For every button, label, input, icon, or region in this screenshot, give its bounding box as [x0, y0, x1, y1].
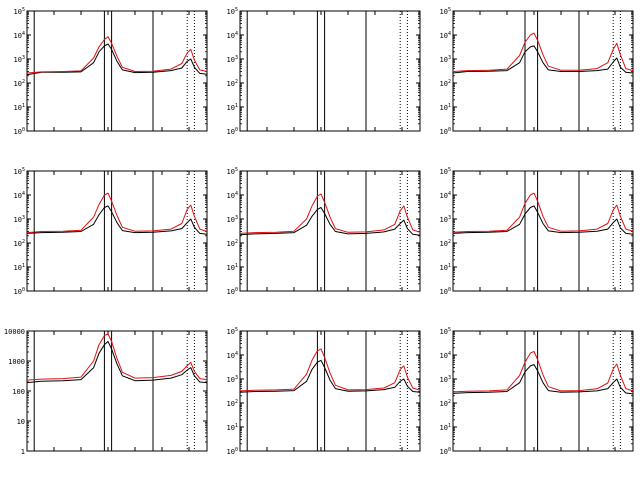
- y-tick-label: 102: [227, 239, 238, 248]
- y-tick-label: 105: [440, 7, 451, 16]
- panel-det-1: 100 101 102 103 104 105: [14, 7, 208, 136]
- y-tick-label: 101: [227, 103, 238, 112]
- y-tick-label: 103: [227, 215, 238, 224]
- series-black-line: [239, 207, 421, 236]
- plot-frame: [26, 330, 208, 452]
- panel-det-2: 100 101 102 103 104 105: [227, 7, 421, 136]
- y-tick-label: 100: [440, 287, 451, 296]
- y-tick-label: 1: [21, 448, 25, 456]
- series-red-line: [452, 351, 634, 393]
- y-tick-label: 104: [14, 191, 25, 200]
- series-red-line: [452, 32, 634, 72]
- y-tick-label: 100: [440, 127, 451, 136]
- series-black-line: [239, 359, 421, 393]
- y-tick-label: 104: [227, 31, 238, 40]
- plot-frame: [239, 330, 421, 452]
- y-tick-label: 100: [227, 127, 238, 136]
- y-tick-label: 103: [440, 55, 451, 64]
- y-tick-label: 105: [440, 327, 451, 336]
- y-tick-label: 102: [227, 79, 238, 88]
- y-tick-label: 104: [440, 191, 451, 200]
- y-tick-label: 105: [227, 327, 238, 336]
- y-tick-label: 103: [14, 55, 25, 64]
- y-tick-label: 101: [227, 263, 238, 272]
- y-tick-label: 103: [227, 375, 238, 384]
- plot-frame: [452, 330, 634, 452]
- series-red-line: [239, 193, 421, 234]
- y-tick-label: 100: [227, 447, 238, 456]
- series-black-line: [26, 340, 208, 384]
- y-tick-label: 101: [440, 103, 451, 112]
- series-red-line: [26, 192, 208, 234]
- y-tick-label: 104: [14, 31, 25, 40]
- y-tick-label: 102: [440, 239, 451, 248]
- y-tick-label: 104: [227, 191, 238, 200]
- y-tick-label: 100: [14, 287, 25, 296]
- y-tick-label: 105: [227, 7, 238, 16]
- y-tick-label: 101: [227, 423, 238, 432]
- y-tick-label: 10000: [4, 328, 25, 336]
- y-tick-label: 101: [14, 263, 25, 272]
- y-tick-label: 101: [14, 103, 25, 112]
- y-tick-label: 105: [440, 167, 451, 176]
- plot-frame: [26, 10, 208, 132]
- y-tick-label: 104: [440, 351, 451, 360]
- y-tick-label: 105: [14, 167, 25, 176]
- series-black-line: [26, 43, 208, 76]
- y-tick-label: 104: [440, 31, 451, 40]
- panel-det-5: 100 101 102 103 104 105: [227, 167, 421, 296]
- y-tick-label: 100: [12, 388, 25, 396]
- y-tick-label: 100: [227, 287, 238, 296]
- y-tick-label: 101: [440, 423, 451, 432]
- y-tick-label: 103: [440, 215, 451, 224]
- plot-frame: [239, 170, 421, 292]
- series-black-line: [452, 205, 634, 235]
- series-red-line: [26, 36, 208, 74]
- series-red-line: [239, 348, 421, 392]
- series-black-line: [26, 205, 208, 235]
- plot-frame: [239, 10, 421, 132]
- panel-det-4: 100 101 102 103 104 105: [14, 167, 208, 296]
- panel-det-8: 100 101 102 103 104 105: [227, 327, 421, 456]
- y-tick-label: 103: [227, 55, 238, 64]
- series-black-line: [452, 45, 634, 74]
- y-tick-label: 102: [227, 399, 238, 408]
- y-tick-label: 103: [14, 215, 25, 224]
- y-tick-label: 1000: [8, 358, 25, 366]
- y-tick-label: 102: [440, 79, 451, 88]
- y-tick-label: 103: [440, 375, 451, 384]
- y-tick-label: 10: [17, 418, 25, 426]
- y-tick-label: 102: [14, 239, 25, 248]
- panel-det-7: 1 10 100 1000 10000: [4, 328, 208, 456]
- panel-det-3: 100 101 102 103 104 105: [440, 7, 634, 136]
- y-tick-label: 105: [14, 7, 25, 16]
- y-tick-label: 100: [440, 447, 451, 456]
- series-red-line: [26, 333, 208, 381]
- y-tick-label: 100: [14, 127, 25, 136]
- panel-det-9: 100 101 102 103 104 105: [440, 327, 634, 456]
- y-tick-label: 104: [227, 351, 238, 360]
- series-red-line: [452, 192, 634, 233]
- y-tick-label: 105: [227, 167, 238, 176]
- y-tick-label: 102: [14, 79, 25, 88]
- y-tick-label: 102: [440, 399, 451, 408]
- panel-det-6: 100 101 102 103 104 105: [440, 167, 634, 296]
- series-black-line: [452, 364, 634, 395]
- y-tick-label: 101: [440, 263, 451, 272]
